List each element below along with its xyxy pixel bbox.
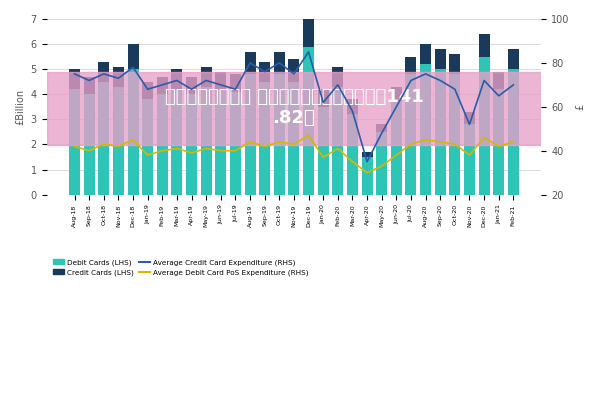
Bar (289, 82, 299, 195)
Bar (406, 74, 416, 195)
Bar (303, 46, 314, 195)
Bar (98, 62, 109, 82)
Bar (493, 89, 504, 195)
Bar (420, 44, 431, 64)
Bar (318, 107, 329, 195)
Bar (347, 114, 358, 195)
Bar (113, 67, 124, 87)
Bar (318, 89, 329, 107)
Bar (215, 89, 226, 195)
Bar (172, 89, 182, 195)
Bar (332, 87, 343, 195)
Bar (449, 54, 460, 74)
Bar (200, 67, 212, 87)
Y-axis label: £Billion: £Billion (15, 89, 25, 125)
Bar (435, 49, 446, 69)
Bar (347, 99, 358, 114)
FancyBboxPatch shape (47, 72, 541, 146)
Bar (128, 69, 139, 195)
Bar (289, 59, 299, 82)
Bar (362, 157, 373, 195)
Text: 贷款炒股贷款时间 上证高等级绿色债券指数报141
.82点: 贷款炒股贷款时间 上证高等级绿色债券指数报141 .82点 (164, 88, 424, 127)
Bar (420, 64, 431, 195)
Bar (391, 87, 402, 99)
Bar (83, 77, 95, 94)
Bar (98, 82, 109, 195)
Bar (186, 94, 197, 195)
Legend: Debit Cards (LHS), Credit Cards (LHS), Average Credit Card Expenditure (RHS), Av: Debit Cards (LHS), Credit Cards (LHS), A… (50, 256, 311, 279)
Bar (508, 49, 519, 69)
Bar (172, 69, 182, 89)
Bar (449, 74, 460, 195)
Bar (406, 57, 416, 74)
Bar (113, 87, 124, 195)
Bar (259, 82, 270, 195)
Bar (332, 67, 343, 87)
Bar (303, 19, 314, 46)
Bar (157, 94, 168, 195)
Bar (69, 69, 80, 89)
Bar (435, 69, 446, 195)
Bar (215, 72, 226, 89)
Bar (376, 124, 387, 132)
Bar (259, 62, 270, 82)
Bar (391, 99, 402, 195)
Bar (245, 52, 256, 74)
Bar (230, 74, 241, 92)
Bar (142, 99, 153, 195)
Bar (376, 132, 387, 195)
Bar (186, 77, 197, 94)
Bar (245, 74, 256, 195)
Bar (230, 92, 241, 195)
Bar (142, 82, 153, 99)
Bar (83, 94, 95, 195)
Bar (464, 112, 475, 124)
Bar (128, 44, 139, 69)
Bar (479, 57, 490, 195)
Bar (69, 89, 80, 195)
Bar (362, 152, 373, 157)
Bar (274, 52, 285, 74)
Bar (508, 69, 519, 195)
Bar (200, 87, 212, 195)
Bar (464, 124, 475, 195)
Bar (157, 77, 168, 94)
Bar (493, 72, 504, 89)
Y-axis label: £: £ (575, 104, 585, 110)
Bar (479, 34, 490, 57)
Bar (274, 74, 285, 195)
